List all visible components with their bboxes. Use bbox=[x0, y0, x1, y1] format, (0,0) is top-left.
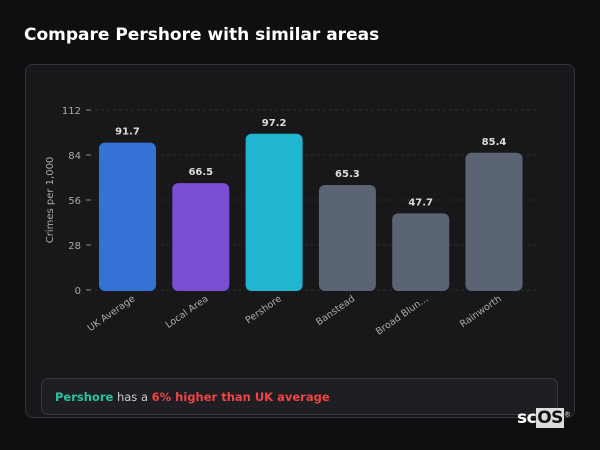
y-tick-label: 28 bbox=[68, 241, 81, 252]
bar[interactable] bbox=[245, 133, 303, 291]
summary-text: has a bbox=[113, 390, 152, 404]
bar[interactable] bbox=[318, 185, 376, 291]
x-tick-label: UK Average bbox=[86, 293, 138, 334]
bar-value-label: 65.3 bbox=[335, 169, 360, 180]
x-tick-label: Banstead bbox=[314, 293, 357, 328]
bar[interactable] bbox=[99, 142, 156, 291]
x-tick-label: Local Area bbox=[164, 293, 211, 330]
bar-value-label: 66.5 bbox=[188, 167, 213, 178]
scos-logo: scOS® bbox=[517, 408, 571, 428]
bar-value-label: 91.7 bbox=[115, 127, 140, 138]
y-tick-label: 56 bbox=[68, 196, 81, 207]
comparison-summary: Pershore has a 6% higher than UK average bbox=[41, 378, 558, 415]
summary-highlight: 6% higher than UK average bbox=[151, 390, 330, 404]
y-tick-label: 0 bbox=[75, 286, 81, 297]
x-tick-label: Broad Blun... bbox=[374, 293, 430, 337]
summary-place: Pershore bbox=[55, 390, 114, 404]
x-tick-label: Rainworth bbox=[458, 293, 504, 330]
page-title: Compare Pershore with similar areas bbox=[24, 25, 380, 45]
bar[interactable] bbox=[465, 152, 523, 291]
y-tick-label: 112 bbox=[62, 106, 81, 117]
bar-value-label: 97.2 bbox=[262, 118, 287, 129]
bar-value-label: 47.7 bbox=[408, 197, 433, 208]
y-axis-label: Crimes per 1,000 bbox=[45, 157, 56, 244]
bar-value-label: 85.4 bbox=[482, 137, 507, 148]
x-tick-label: Pershore bbox=[244, 293, 284, 326]
y-tick-label: 84 bbox=[68, 151, 81, 162]
bar[interactable] bbox=[172, 183, 230, 291]
bar[interactable] bbox=[392, 213, 450, 291]
